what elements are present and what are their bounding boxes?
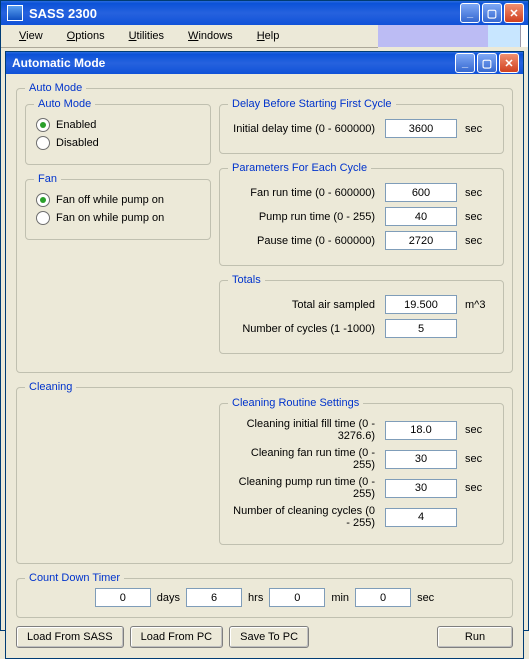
totals-group: Totals Total air sampled m^3 Number of c… [219,274,504,354]
clean-cycles-label: Number of cleaning cycles (0 - 255) [228,505,375,529]
menustrip-color-2 [488,25,520,47]
auto-mode-legend: Auto Mode [34,98,95,110]
menustrip-color-3 [520,25,528,47]
inner-title: Automatic Mode [12,56,105,70]
save-to-pc-button[interactable]: Save To PC [229,626,309,648]
fan-on-label: Fan on while pump on [56,212,164,224]
clean-cycles-input[interactable] [385,508,457,527]
outer-close-button[interactable]: ✕ [504,3,524,23]
button-bar: Load From SASS Load From PC Save To PC R… [16,626,513,648]
param-pump-label: Pump run time (0 - 255) [228,211,375,223]
menu-options[interactable]: Options [57,28,115,44]
menu-help[interactable]: Help [247,28,290,44]
outer-maximize-button[interactable]: ▢ [482,3,502,23]
auto-mode-outer-group: Auto Mode Auto Mode Enabled Disabled [16,82,513,373]
outer-minimize-button[interactable]: _ [460,3,480,23]
auto-mode-group: Auto Mode Enabled Disabled [25,98,211,165]
countdown-min-unit: min [331,592,349,604]
fan-off-label: Fan off while pump on [56,194,164,206]
radio-icon [36,136,50,150]
totals-legend: Totals [228,274,265,286]
countdown-legend: Count Down Timer [25,572,124,584]
param-fan-label: Fan run time (0 - 600000) [228,187,375,199]
outer-window: SASS 2300 _ ▢ ✕ View Options Utilities W… [0,0,529,631]
countdown-sec-unit: sec [417,592,434,604]
delay-group: Delay Before Starting First Cycle Initia… [219,98,504,154]
param-pause-input[interactable] [385,231,457,250]
client-area: Auto Mode Auto Mode Enabled Disabled [6,74,523,658]
fan-on-radio[interactable]: Fan on while pump on [36,211,200,225]
total-air-label: Total air sampled [228,299,375,311]
fan-off-radio[interactable]: Fan off while pump on [36,193,200,207]
params-group: Parameters For Each Cycle Fan run time (… [219,162,504,266]
delay-label: Initial delay time (0 - 600000) [228,123,375,135]
clean-fill-unit: sec [465,424,495,436]
delay-unit: sec [465,123,495,135]
menu-view[interactable]: View [9,28,53,44]
clean-pump-unit: sec [465,482,495,494]
menu-strip: View Options Utilities Windows Help [1,25,528,47]
countdown-min-input[interactable] [269,588,325,607]
run-button[interactable]: Run [437,626,513,648]
load-from-pc-button[interactable]: Load From PC [130,626,224,648]
inner-titlebar: Automatic Mode _ ▢ ✕ [6,52,523,74]
countdown-days-input[interactable] [95,588,151,607]
param-pause-label: Pause time (0 - 600000) [228,235,375,247]
clean-pump-label: Cleaning pump run time (0 - 255) [228,476,375,500]
inner-maximize-button[interactable]: ▢ [477,53,497,73]
clean-fan-input[interactable] [385,450,457,469]
param-pause-unit: sec [465,235,495,247]
clean-fan-unit: sec [465,453,495,465]
total-air-input[interactable] [385,295,457,314]
inner-close-button[interactable]: ✕ [499,53,519,73]
countdown-hrs-unit: hrs [248,592,263,604]
param-fan-unit: sec [465,187,495,199]
clean-fill-input[interactable] [385,421,457,440]
auto-mode-enabled-label: Enabled [56,119,96,131]
fan-legend: Fan [34,173,61,185]
countdown-sec-input[interactable] [355,588,411,607]
menustrip-color-1 [378,25,488,47]
countdown-days-unit: days [157,592,180,604]
menu-utilities[interactable]: Utilities [119,28,174,44]
cleaning-group: Cleaning Routine Settings Cleaning initi… [219,397,504,545]
load-from-sass-button[interactable]: Load From SASS [16,626,124,648]
auto-mode-enabled-radio[interactable]: Enabled [36,118,200,132]
cleaning-outer-legend: Cleaning [25,381,76,393]
app-icon [7,5,23,21]
inner-window: Automatic Mode _ ▢ ✕ Auto Mode Auto Mode… [5,51,524,659]
inner-minimize-button[interactable]: _ [455,53,475,73]
params-legend: Parameters For Each Cycle [228,162,371,174]
delay-legend: Delay Before Starting First Cycle [228,98,396,110]
total-cycles-label: Number of cycles (1 -1000) [228,323,375,335]
auto-mode-outer-legend: Auto Mode [25,82,86,94]
fan-group: Fan Fan off while pump on Fan on while p… [25,173,211,240]
outer-title: SASS 2300 [29,6,97,21]
clean-fill-label: Cleaning initial fill time (0 - 3276.6) [228,418,375,442]
radio-icon [36,118,50,132]
clean-pump-input[interactable] [385,479,457,498]
total-air-unit: m^3 [465,299,495,311]
param-pump-input[interactable] [385,207,457,226]
radio-icon [36,211,50,225]
param-pump-unit: sec [465,211,495,223]
auto-mode-disabled-radio[interactable]: Disabled [36,136,200,150]
menu-windows[interactable]: Windows [178,28,243,44]
total-cycles-input[interactable] [385,319,457,338]
auto-mode-disabled-label: Disabled [56,137,99,149]
outer-titlebar: SASS 2300 _ ▢ ✕ [1,1,528,25]
cleaning-legend: Cleaning Routine Settings [228,397,363,409]
delay-input[interactable] [385,119,457,138]
clean-fan-label: Cleaning fan run time (0 - 255) [228,447,375,471]
countdown-group: Count Down Timer days hrs min sec [16,572,513,618]
radio-icon [36,193,50,207]
menubar: View Options Utilities Windows Help [1,25,378,48]
cleaning-outer-group: Cleaning Cleaning Routine Settings Clean… [16,381,513,564]
param-fan-input[interactable] [385,183,457,202]
countdown-hrs-input[interactable] [186,588,242,607]
